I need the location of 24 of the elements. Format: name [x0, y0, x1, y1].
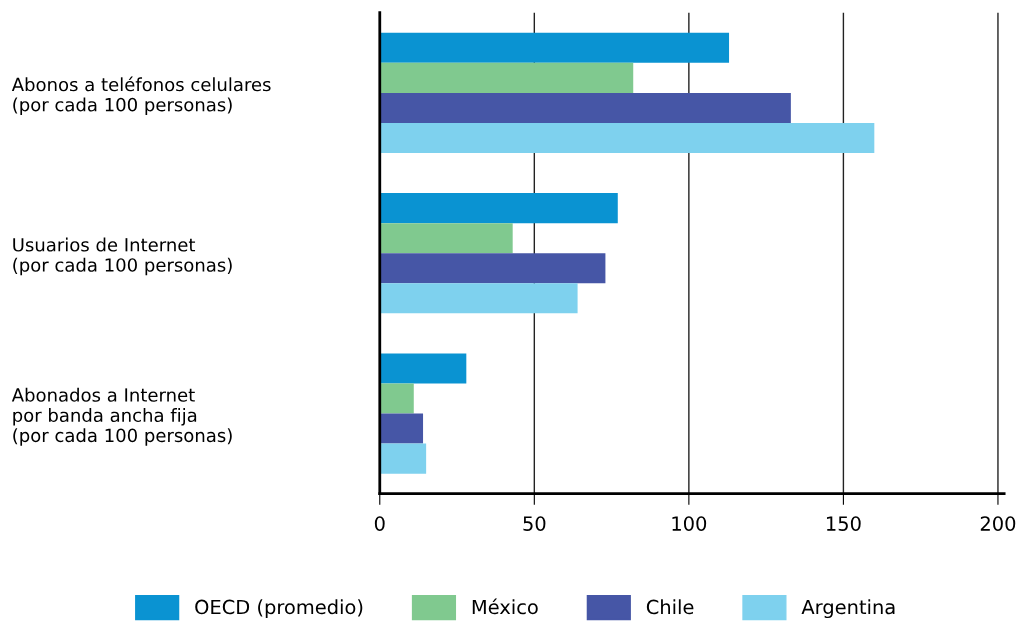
legend-label: Chile — [646, 599, 694, 615]
y-tick-label: Usuarios de Internet (por cada 100 personas) — [13, 237, 232, 276]
bar — [379, 443, 427, 474]
legend-label: México — [472, 598, 538, 615]
bar — [379, 92, 791, 123]
x-tick-label: 0 — [374, 516, 385, 531]
y-tick-label: Abonados a Internet por banda ancha fija (por cada 100 personas) — [11, 387, 232, 446]
x-tick-label: 150 — [826, 516, 861, 531]
x-tick-label: 50 — [523, 516, 546, 531]
legend-label: OECD (promedio) — [195, 599, 363, 619]
bar — [379, 193, 618, 224]
bar — [379, 32, 730, 63]
bar — [379, 353, 467, 384]
x-tick-label: 200 — [980, 516, 1016, 531]
bar — [379, 283, 578, 314]
bar — [379, 413, 424, 444]
bar — [379, 223, 513, 254]
x-tick-label: 100 — [672, 516, 707, 531]
y-tick-label: Abonos a teléfonos celulares (por cada 100 personas) — [11, 76, 271, 115]
bar — [379, 383, 414, 414]
bar — [379, 253, 606, 284]
bar — [379, 122, 875, 154]
bar — [379, 62, 634, 93]
legend-label: Argentina — [801, 599, 895, 619]
